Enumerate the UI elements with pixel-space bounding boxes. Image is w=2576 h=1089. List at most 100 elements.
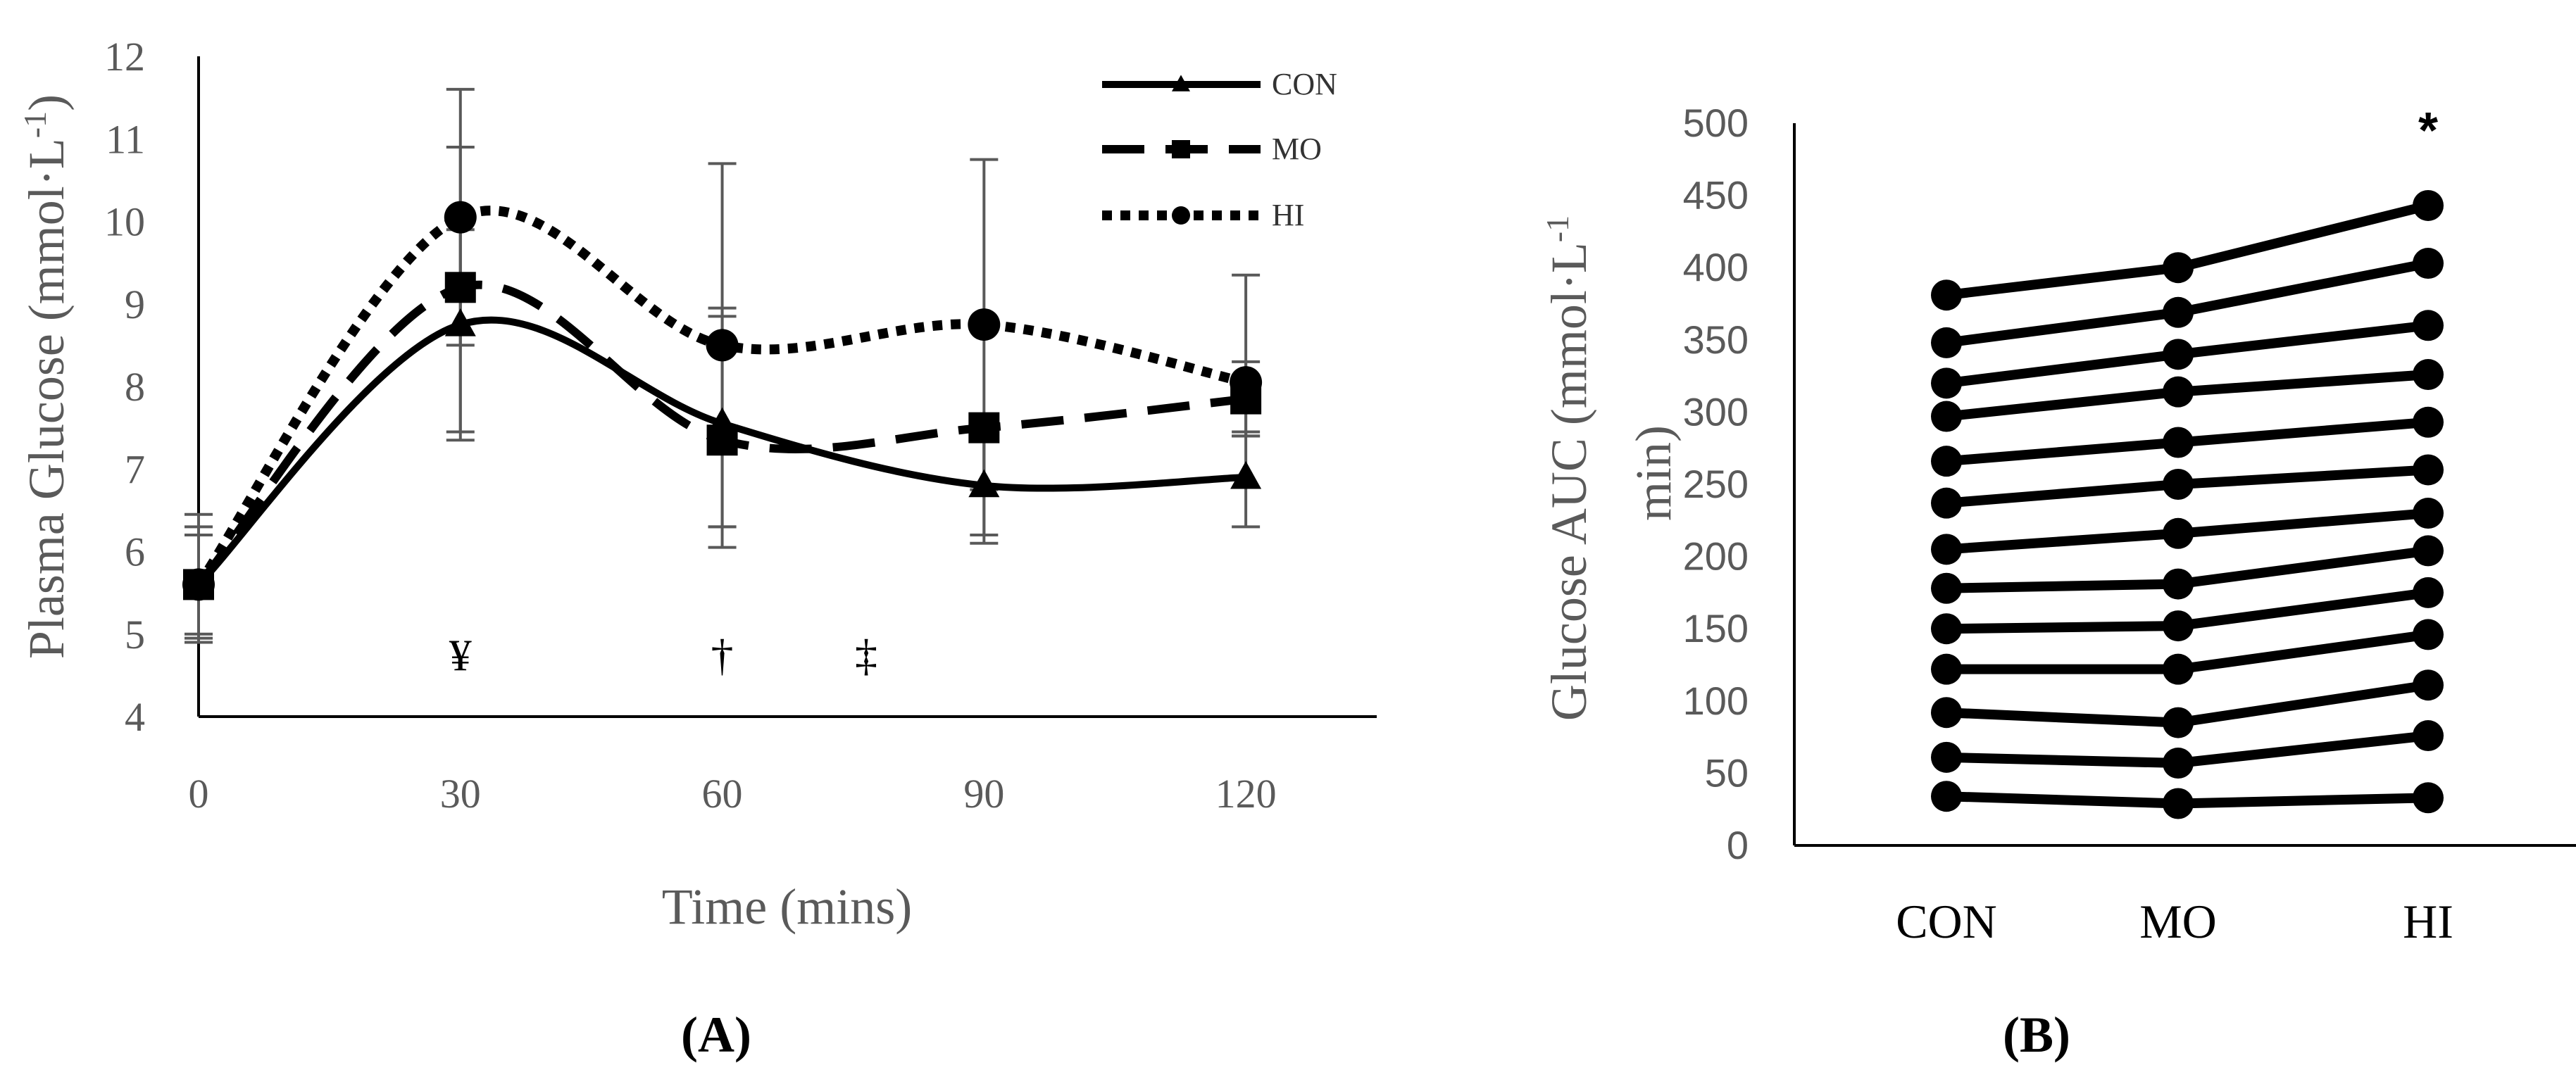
participant-point-p6 xyxy=(2163,469,2194,500)
participant-point-p2 xyxy=(2413,248,2444,279)
participant-point-p4 xyxy=(2163,376,2194,408)
participant-point-p3 xyxy=(2163,339,2194,370)
participant-point-p12 xyxy=(1931,741,1962,773)
participant-point-p1 xyxy=(1931,279,1962,311)
panel-b-labels: 0 50 100 150 200 250 300 350 400 450 500 CON MO HI Glu… xyxy=(1539,101,2453,1063)
marker-mo xyxy=(444,272,476,303)
significance-marker: † xyxy=(711,630,734,680)
y-axis-title: Glucose AUC (mmol·L-1 xyxy=(1539,215,1598,721)
y-tick-label-0: 0 xyxy=(1727,823,1749,867)
participant-point-p7 xyxy=(2163,517,2194,549)
y-tick-label-300: 300 xyxy=(1683,389,1749,434)
panel-b-markers xyxy=(1931,189,2444,819)
participant-point-p9 xyxy=(2163,610,2194,642)
marker-hi xyxy=(444,201,477,234)
y-tick-label-150: 150 xyxy=(1683,606,1749,650)
legend-label-hi: HI xyxy=(1272,198,1304,232)
panel-label-a: (A) xyxy=(681,1007,751,1063)
participant-point-p10 xyxy=(2163,653,2194,685)
participant-point-p3 xyxy=(2413,310,2444,341)
series-line-mo xyxy=(195,280,1246,588)
legend-label-con: CON xyxy=(1272,67,1337,101)
y-tick-label-500: 500 xyxy=(1683,101,1749,145)
panel-label-b: (B) xyxy=(2003,1007,2070,1063)
x-category-label-con: CON xyxy=(1896,895,1997,948)
series-line-con xyxy=(196,316,1246,587)
y-tick-label-12: 12 xyxy=(104,34,145,80)
x-axis-title: Time (mins) xyxy=(662,879,912,935)
legend-marker-con xyxy=(1172,75,1190,92)
marker-con xyxy=(444,308,476,336)
legend-label-mo: MO xyxy=(1272,132,1322,166)
y-tick-label-50: 50 xyxy=(1705,750,1749,795)
participant-point-p9 xyxy=(2413,577,2444,608)
panel-a-legend: CON MO HI xyxy=(1102,67,1337,232)
y-tick-label-5: 5 xyxy=(125,612,145,657)
participant-point-p9 xyxy=(1931,613,1962,645)
participant-point-p4 xyxy=(2413,359,2444,391)
participant-point-p10 xyxy=(2413,619,2444,650)
panel-a-error-bars xyxy=(185,87,1261,644)
participant-point-p7 xyxy=(2413,498,2444,529)
panel-a-series-lines xyxy=(194,206,1247,588)
marker-hi xyxy=(706,329,739,362)
participant-point-p5 xyxy=(2163,427,2194,458)
y-tick-label-400: 400 xyxy=(1683,245,1749,289)
participant-point-p6 xyxy=(2413,454,2444,486)
y-tick-label-4: 4 xyxy=(125,694,145,740)
participant-point-p11 xyxy=(2413,669,2444,701)
marker-hi xyxy=(182,568,215,601)
x-tick-label-90: 90 xyxy=(963,771,1004,817)
marker-mo xyxy=(968,412,1000,443)
x-tick-label-30: 30 xyxy=(440,771,481,817)
participant-point-p5 xyxy=(1931,446,1962,477)
y-axis-title-line2: min) xyxy=(1625,425,1682,521)
y-tick-label-9: 9 xyxy=(125,282,145,327)
participant-point-p11 xyxy=(1931,697,1962,729)
series-line-hi xyxy=(194,206,1247,588)
participant-point-p13 xyxy=(2163,788,2194,819)
participant-point-p5 xyxy=(2413,406,2444,438)
x-tick-label-120: 120 xyxy=(1215,771,1277,817)
participant-point-p8 xyxy=(2413,535,2444,567)
participant-point-p1 xyxy=(2163,252,2194,284)
legend-marker-mo xyxy=(1172,140,1190,158)
participant-point-p13 xyxy=(1931,781,1962,812)
y-tick-label-250: 250 xyxy=(1683,462,1749,506)
participant-point-p2 xyxy=(1931,327,1962,358)
significance-marker: ‡ xyxy=(855,630,877,680)
x-tick-label-0: 0 xyxy=(189,771,209,817)
y-tick-label-350: 350 xyxy=(1683,317,1749,362)
panel-b-chart: 0 50 100 150 200 250 300 350 400 450 500 CON MO HI Glu… xyxy=(1539,101,2576,1063)
x-category-label-hi: HI xyxy=(2403,895,2453,948)
marker-con xyxy=(968,469,1000,498)
x-category-label-mo: MO xyxy=(2139,895,2217,948)
y-tick-label-11: 11 xyxy=(106,116,145,162)
participant-point-p8 xyxy=(1931,572,1962,604)
participant-point-p12 xyxy=(2163,748,2194,779)
marker-mo xyxy=(706,424,738,456)
y-tick-label-100: 100 xyxy=(1683,679,1749,723)
participant-point-p4 xyxy=(1931,401,1962,432)
participant-point-p6 xyxy=(1931,487,1962,519)
y-tick-label-450: 450 xyxy=(1683,173,1749,218)
y-tick-label-200: 200 xyxy=(1683,534,1749,579)
significance-marker: ¥ xyxy=(449,630,472,680)
significance-asterisk: * xyxy=(2418,103,2438,159)
participant-point-p8 xyxy=(2163,568,2194,600)
y-tick-label-8: 8 xyxy=(125,364,145,410)
y-tick-label-10: 10 xyxy=(104,199,145,245)
participant-point-p12 xyxy=(2413,720,2444,752)
y-tick-label-6: 6 xyxy=(125,529,145,575)
marker-hi xyxy=(968,308,1001,341)
marker-hi xyxy=(1230,366,1263,399)
panel-b-axes xyxy=(1793,123,2576,847)
participant-point-p11 xyxy=(2163,707,2194,738)
participant-point-p7 xyxy=(1931,534,1962,565)
participant-point-p3 xyxy=(1931,367,1962,399)
marker-con xyxy=(1230,460,1262,489)
panel-a-markers xyxy=(182,201,1263,601)
